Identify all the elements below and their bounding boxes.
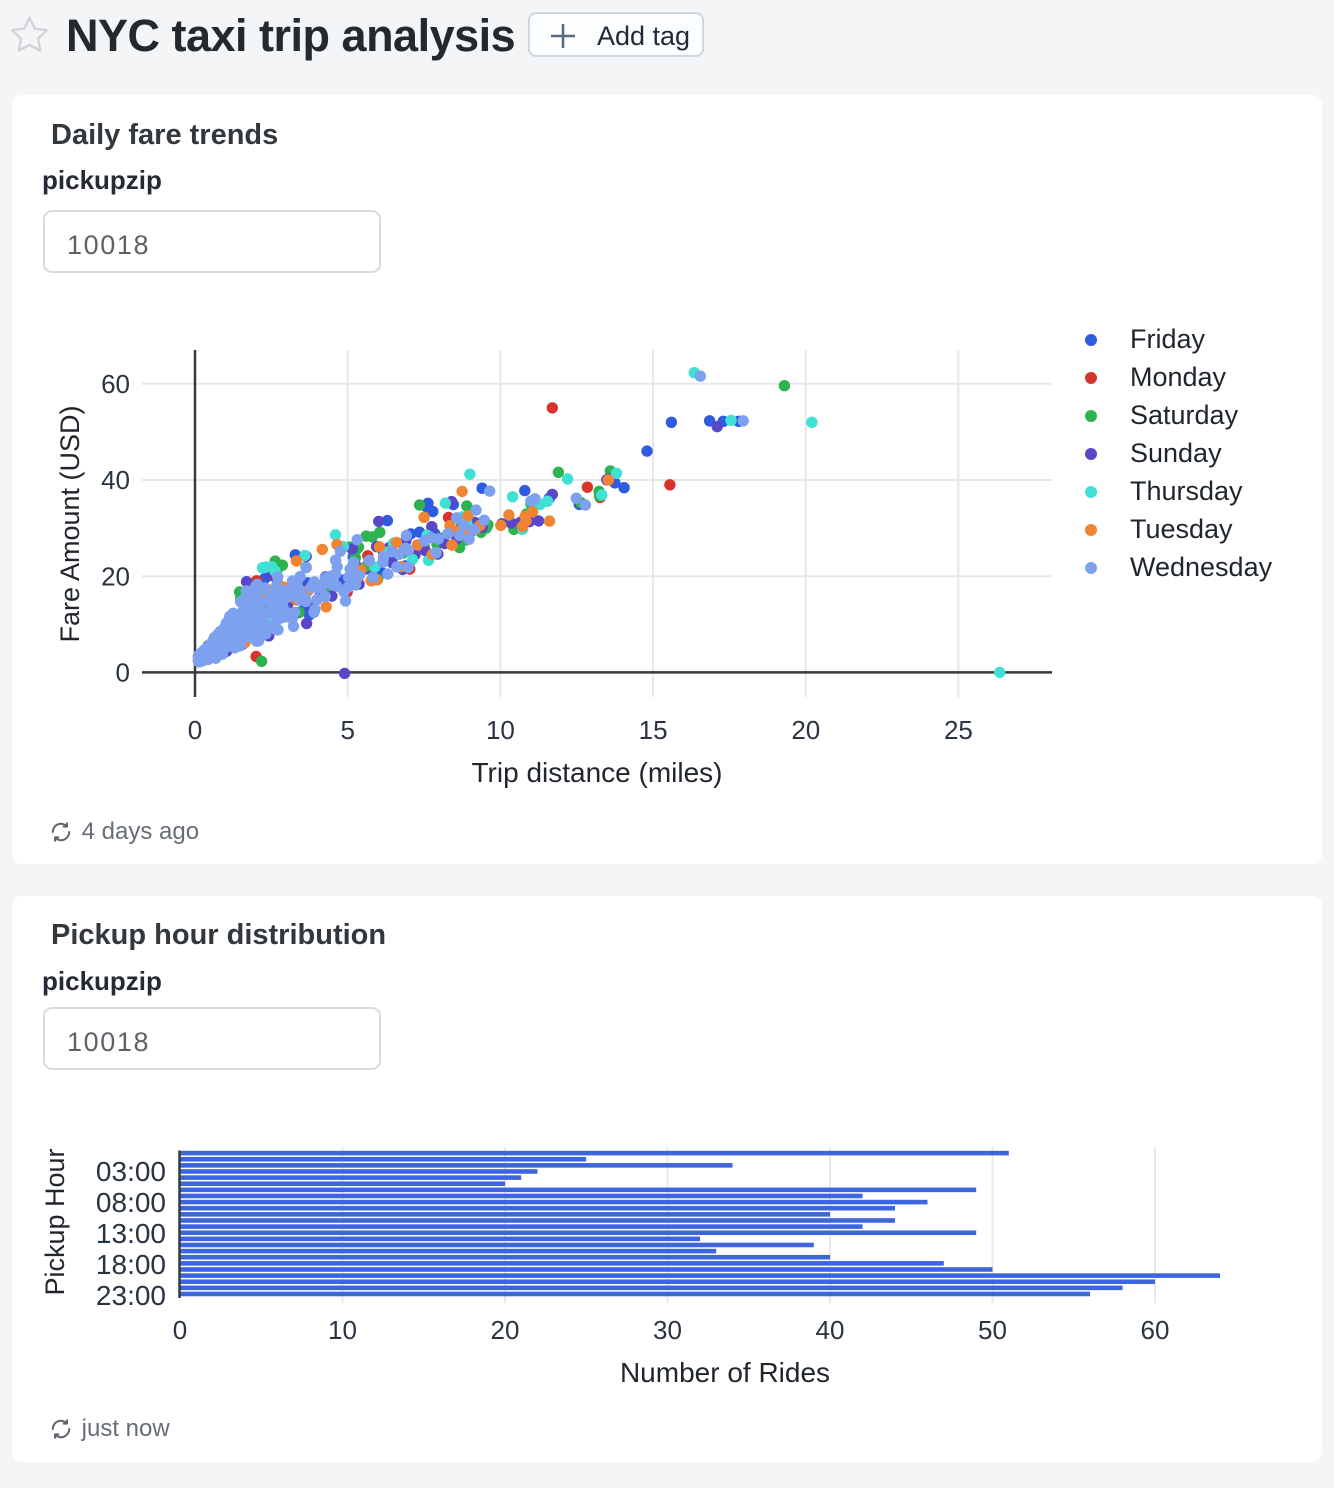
svg-text:Number of Rides: Number of Rides: [620, 1357, 830, 1388]
svg-text:Fare Amount (USD): Fare Amount (USD): [55, 405, 85, 642]
svg-text:Saturday: Saturday: [1130, 400, 1239, 430]
svg-text:20: 20: [491, 1315, 520, 1345]
svg-text:Thursday: Thursday: [1130, 476, 1243, 506]
svg-text:15: 15: [639, 715, 668, 745]
svg-text:40: 40: [816, 1315, 845, 1345]
svg-text:10: 10: [328, 1315, 357, 1345]
svg-text:Trip distance (miles): Trip distance (miles): [471, 757, 722, 788]
svg-text:0: 0: [116, 658, 130, 688]
svg-text:08:00: 08:00: [96, 1187, 166, 1218]
svg-text:23:00: 23:00: [96, 1280, 166, 1311]
svg-text:0: 0: [188, 715, 202, 745]
svg-text:13:00: 13:00: [96, 1218, 166, 1249]
svg-text:0: 0: [173, 1315, 187, 1345]
svg-text:60: 60: [101, 369, 130, 399]
svg-text:Wednesday: Wednesday: [1130, 552, 1273, 582]
svg-text:Friday: Friday: [1130, 324, 1206, 354]
svg-text:03:00: 03:00: [96, 1156, 166, 1187]
svg-text:5: 5: [340, 715, 354, 745]
svg-text:60: 60: [1141, 1315, 1170, 1345]
svg-text:Monday: Monday: [1130, 362, 1227, 392]
svg-text:20: 20: [791, 715, 820, 745]
svg-text:40: 40: [101, 465, 130, 495]
svg-text:25: 25: [944, 715, 973, 745]
svg-text:20: 20: [101, 561, 130, 591]
svg-text:Tuesday: Tuesday: [1130, 514, 1233, 544]
svg-text:10: 10: [486, 715, 515, 745]
svg-text:Sunday: Sunday: [1130, 438, 1222, 468]
svg-text:30: 30: [653, 1315, 682, 1345]
svg-text:50: 50: [978, 1315, 1007, 1345]
svg-text:Pickup Hour: Pickup Hour: [40, 1148, 70, 1295]
svg-text:18:00: 18:00: [96, 1249, 166, 1280]
